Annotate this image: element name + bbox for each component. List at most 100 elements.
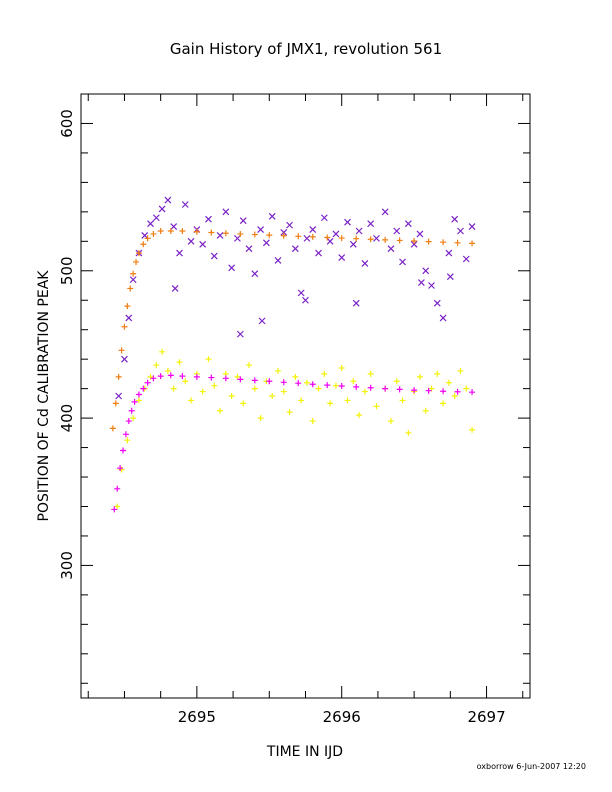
- data-point: [188, 397, 195, 404]
- data-point: [440, 400, 447, 407]
- data-point: [381, 208, 389, 216]
- data-point: [269, 393, 276, 399]
- chart-title: Gain History of JMX1, revolution 561: [170, 40, 442, 58]
- data-point: [152, 214, 160, 222]
- x-tick-label: 2696: [323, 708, 361, 726]
- data-point: [349, 240, 357, 248]
- data-point: [338, 365, 345, 372]
- data-point: [387, 418, 394, 425]
- data-point: [321, 370, 328, 377]
- data-point: [216, 231, 224, 239]
- data-point: [257, 415, 264, 422]
- data-point: [118, 466, 125, 473]
- data-point: [280, 232, 287, 239]
- data-point: [266, 378, 273, 385]
- data-point: [251, 377, 258, 384]
- data-point: [135, 397, 142, 404]
- data-point: [125, 418, 132, 425]
- data-point: [117, 465, 124, 472]
- data-point: [309, 233, 316, 240]
- data-point: [236, 330, 244, 338]
- data-point: [280, 229, 288, 236]
- data-point: [131, 398, 138, 405]
- data-point: [228, 264, 236, 272]
- data-point: [315, 249, 322, 257]
- data-point: [422, 267, 430, 275]
- data-point: [338, 382, 345, 389]
- data-point: [239, 217, 247, 225]
- data-point: [125, 314, 133, 322]
- data-point: [451, 393, 458, 399]
- data-point: [150, 230, 157, 237]
- data-point: [121, 355, 128, 363]
- data-point: [211, 382, 218, 389]
- data-point: [158, 205, 166, 213]
- data-point: [440, 239, 447, 246]
- data-point: [382, 236, 389, 243]
- data-point: [251, 231, 258, 238]
- data-point: [462, 255, 470, 263]
- y-tick-label: 300: [58, 551, 76, 580]
- data-point: [208, 374, 215, 381]
- data-point: [147, 220, 154, 228]
- data-point: [222, 375, 229, 382]
- data-point: [109, 425, 116, 432]
- data-point: [208, 229, 215, 236]
- data-point: [416, 230, 424, 238]
- data-point: [387, 245, 395, 253]
- data-point: [332, 382, 339, 389]
- data-point: [297, 289, 305, 297]
- data-point: [425, 387, 432, 394]
- data-point: [124, 437, 131, 444]
- data-point: [445, 249, 453, 257]
- data-point: [457, 367, 464, 374]
- data-point: [428, 282, 435, 289]
- data-point: [446, 273, 454, 281]
- data-point: [121, 323, 128, 330]
- data-point: [217, 407, 224, 414]
- data-point: [179, 373, 186, 380]
- x-axis-label: TIME IN IJD: [266, 744, 343, 760]
- data-point: [114, 485, 121, 492]
- data-point: [410, 240, 418, 248]
- data-point: [411, 238, 418, 245]
- y-axis-label: POSITION OF Cd CALIBRATION PEAK: [36, 270, 52, 522]
- data-point: [153, 362, 160, 369]
- data-point: [147, 373, 154, 380]
- data-point: [164, 367, 171, 374]
- data-point: [171, 285, 179, 292]
- data-point: [193, 228, 200, 235]
- plot-frame: [80, 93, 531, 699]
- data-point: [164, 196, 172, 204]
- data-point: [320, 214, 328, 222]
- data-point: [179, 228, 186, 235]
- data-point: [356, 412, 363, 419]
- data-point: [367, 370, 374, 377]
- data-point: [338, 235, 345, 242]
- data-point: [222, 208, 230, 216]
- data-point: [454, 388, 461, 395]
- data-point: [140, 241, 147, 248]
- data-point: [367, 384, 374, 391]
- data-point: [280, 379, 287, 386]
- data-point: [396, 237, 403, 244]
- data-point: [199, 388, 206, 395]
- data-point: [315, 385, 322, 392]
- data-point: [295, 233, 302, 240]
- data-point: [170, 385, 177, 392]
- data-point: [433, 299, 441, 307]
- data-point: [324, 382, 331, 389]
- data-point: [416, 373, 423, 380]
- data-point: [135, 250, 142, 257]
- data-point: [127, 285, 134, 292]
- data-point: [205, 215, 212, 223]
- data-point: [245, 245, 253, 253]
- data-point: [468, 223, 476, 231]
- data-point: [120, 447, 127, 454]
- data-point: [144, 235, 151, 242]
- data-point: [111, 506, 118, 513]
- data-point: [298, 397, 305, 404]
- data-point: [130, 415, 137, 422]
- data-point: [457, 227, 464, 235]
- data-point: [205, 356, 212, 363]
